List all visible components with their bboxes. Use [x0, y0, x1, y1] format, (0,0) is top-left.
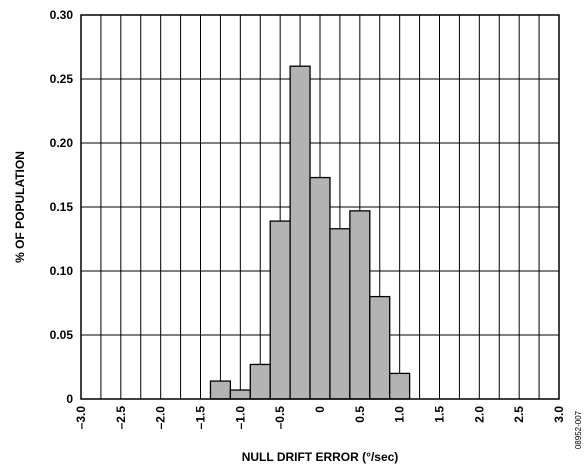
- x-tick-label: 3.0: [552, 406, 566, 423]
- histogram-bar: [389, 372, 411, 400]
- histogram-bar: [209, 380, 232, 400]
- histogram-bar: [329, 228, 351, 400]
- y-tick-label: 0.05: [50, 328, 74, 342]
- histogram-bar: [269, 220, 291, 400]
- histogram-bar: [369, 295, 391, 400]
- figure-id: 08952-007: [574, 410, 583, 449]
- x-axis-title: NULL DRIFT ERROR (°/sec): [242, 450, 399, 464]
- x-tick-label: –2.5: [114, 406, 128, 430]
- x-tick-label: 1.5: [433, 406, 447, 423]
- x-tick-label: –1.5: [194, 406, 208, 430]
- y-tick-label: 0.20: [50, 136, 74, 150]
- x-axis-tick-labels: –3.0 –2.5 –2.0 –1.5 –1.0 –0.5 0 0.5 1.0 1.5 2.0 2.5…: [74, 406, 566, 430]
- y-axis-tick-labels: 0 0.05 0.10 0.15 0.20 0.25 0.30: [50, 8, 74, 406]
- histogram-bar: [229, 389, 251, 400]
- x-tick-label: –0.5: [273, 406, 287, 430]
- x-tick-label: –3.0: [74, 406, 88, 430]
- y-tick-label: 0: [66, 392, 73, 406]
- plot-frame: [80, 14, 560, 400]
- x-tick-label: 0.5: [353, 406, 367, 423]
- x-tick-label: 1.0: [393, 406, 407, 423]
- x-tick-label: 2.5: [512, 406, 526, 423]
- x-tick-label: 2.0: [472, 406, 486, 423]
- histogram-bars: [209, 65, 411, 400]
- x-tick-label: 0: [313, 406, 327, 413]
- y-axis-title: % OF POPULATION: [13, 151, 27, 263]
- histogram-bar: [249, 363, 271, 400]
- y-tick-label: 0.10: [50, 264, 74, 278]
- x-tick-label: –1.0: [233, 406, 247, 430]
- histogram-bar: [289, 65, 311, 400]
- y-tick-label: 0.30: [50, 8, 74, 22]
- histogram-bar: [349, 210, 371, 400]
- histogram-bar: [309, 176, 331, 400]
- y-tick-label: 0.15: [50, 200, 74, 214]
- x-tick-label: –2.0: [154, 406, 168, 430]
- y-tick-label: 0.25: [50, 72, 74, 86]
